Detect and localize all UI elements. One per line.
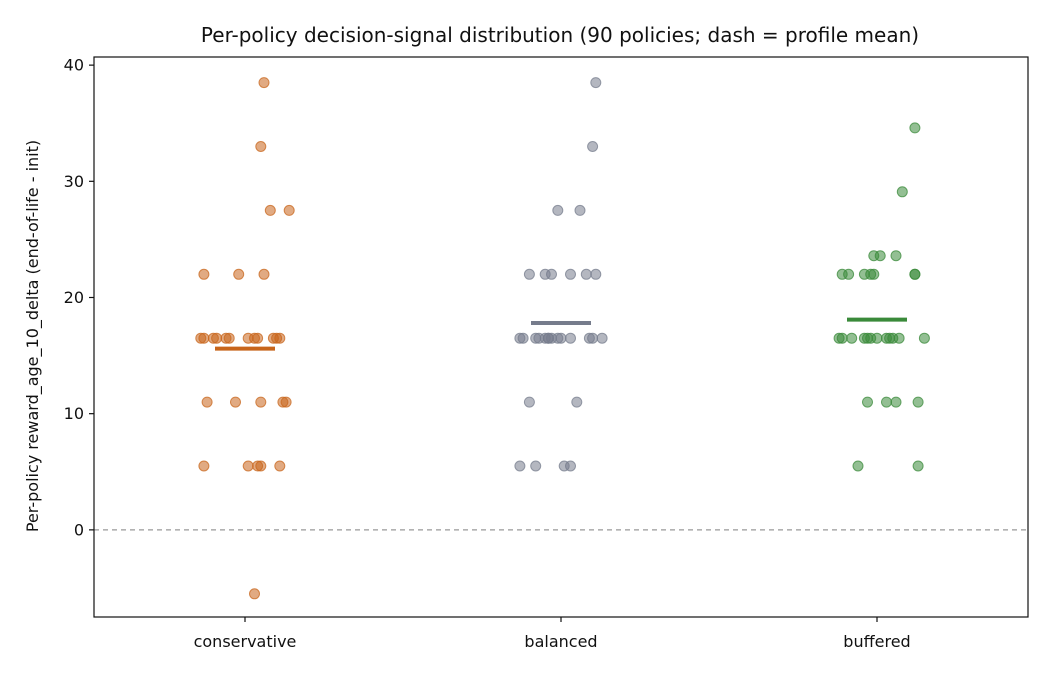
balanced-point-0: [590, 77, 602, 89]
x-tick-label-conservative: conservative: [194, 632, 297, 651]
buffered-point-27: [912, 396, 924, 408]
balanced-point-7: [565, 268, 576, 280]
buffered-point-11: [909, 268, 921, 280]
conservative-point-10: [211, 332, 223, 344]
chart-title: Per-policy decision-signal distribution …: [201, 23, 919, 47]
balanced-point-9: [590, 268, 602, 280]
balanced-point-29: [565, 460, 576, 472]
conservative-point-21: [255, 396, 267, 408]
balanced-point-3: [574, 204, 586, 216]
conservative-point-1: [255, 141, 267, 152]
y-tick-label-30: 30: [64, 172, 84, 191]
balanced-point-20: [565, 332, 576, 344]
buffered-point-26: [890, 396, 902, 408]
buffered-point-24: [862, 396, 873, 408]
y-tick-label-0: 0: [74, 520, 84, 539]
conservative-point-12: [223, 332, 235, 344]
balanced-point-24: [523, 396, 535, 408]
balanced-point-4: [523, 268, 535, 280]
balanced-point-8: [580, 268, 592, 280]
balanced-point-26: [514, 460, 526, 472]
conservative-point-20: [230, 396, 241, 408]
balanced-point-27: [530, 460, 542, 472]
conservative-point-5: [233, 268, 245, 280]
conservative-point-25: [242, 460, 254, 472]
buffered-point-6: [843, 268, 855, 280]
buffered-point-4: [890, 250, 902, 262]
y-tick-label-20: 20: [64, 288, 84, 307]
buffered-point-28: [852, 460, 864, 472]
buffered-point-0: [909, 122, 921, 134]
conservative-point-29: [249, 588, 260, 600]
conservative-point-2: [264, 204, 276, 216]
conservative-point-18: [274, 332, 286, 344]
conservative-point-3: [283, 204, 295, 216]
conservative-point-28: [274, 460, 286, 472]
balanced-point-25: [571, 396, 583, 408]
conservative-point-24: [198, 460, 210, 472]
conservative-point-8: [198, 332, 210, 344]
x-tick-label-balanced: balanced: [524, 632, 597, 651]
conservative-point-23: [280, 396, 292, 408]
conservative-point-4: [198, 268, 210, 280]
buffered-point-13: [836, 332, 848, 344]
buffered-point-18: [871, 332, 883, 344]
balanced-point-6: [546, 268, 557, 280]
buffered-point-14: [846, 332, 858, 344]
conservative-point-0: [258, 77, 270, 89]
balanced-point-11: [517, 332, 529, 344]
conservative-point-6: [258, 268, 270, 280]
buffered-point-3: [874, 250, 886, 262]
balanced-point-22: [587, 332, 599, 344]
conservative-point-15: [252, 332, 264, 344]
buffered-point-29: [912, 460, 924, 472]
y-axis-label: Per-policy reward_age_10_delta (end-of-l…: [23, 140, 43, 532]
balanced-point-1: [587, 141, 599, 152]
buffered-point-22: [893, 332, 905, 344]
conservative-point-19: [201, 396, 213, 408]
y-tick-label-40: 40: [64, 56, 84, 75]
balanced-point-2: [552, 204, 564, 216]
balanced-point-23: [596, 332, 608, 344]
plot-area: 0 10 20 30 40 conservative balanced buffered: [64, 56, 1029, 651]
buffered-point-9: [868, 268, 880, 280]
buffered-point-1: [896, 186, 908, 198]
buffered-point-23: [918, 332, 930, 344]
conservative-point-27: [255, 460, 267, 472]
y-tick-label-10: 10: [64, 404, 84, 423]
balanced-point-19: [555, 332, 567, 344]
x-tick-label-buffered: buffered: [843, 632, 910, 651]
buffered-point-25: [881, 396, 892, 408]
